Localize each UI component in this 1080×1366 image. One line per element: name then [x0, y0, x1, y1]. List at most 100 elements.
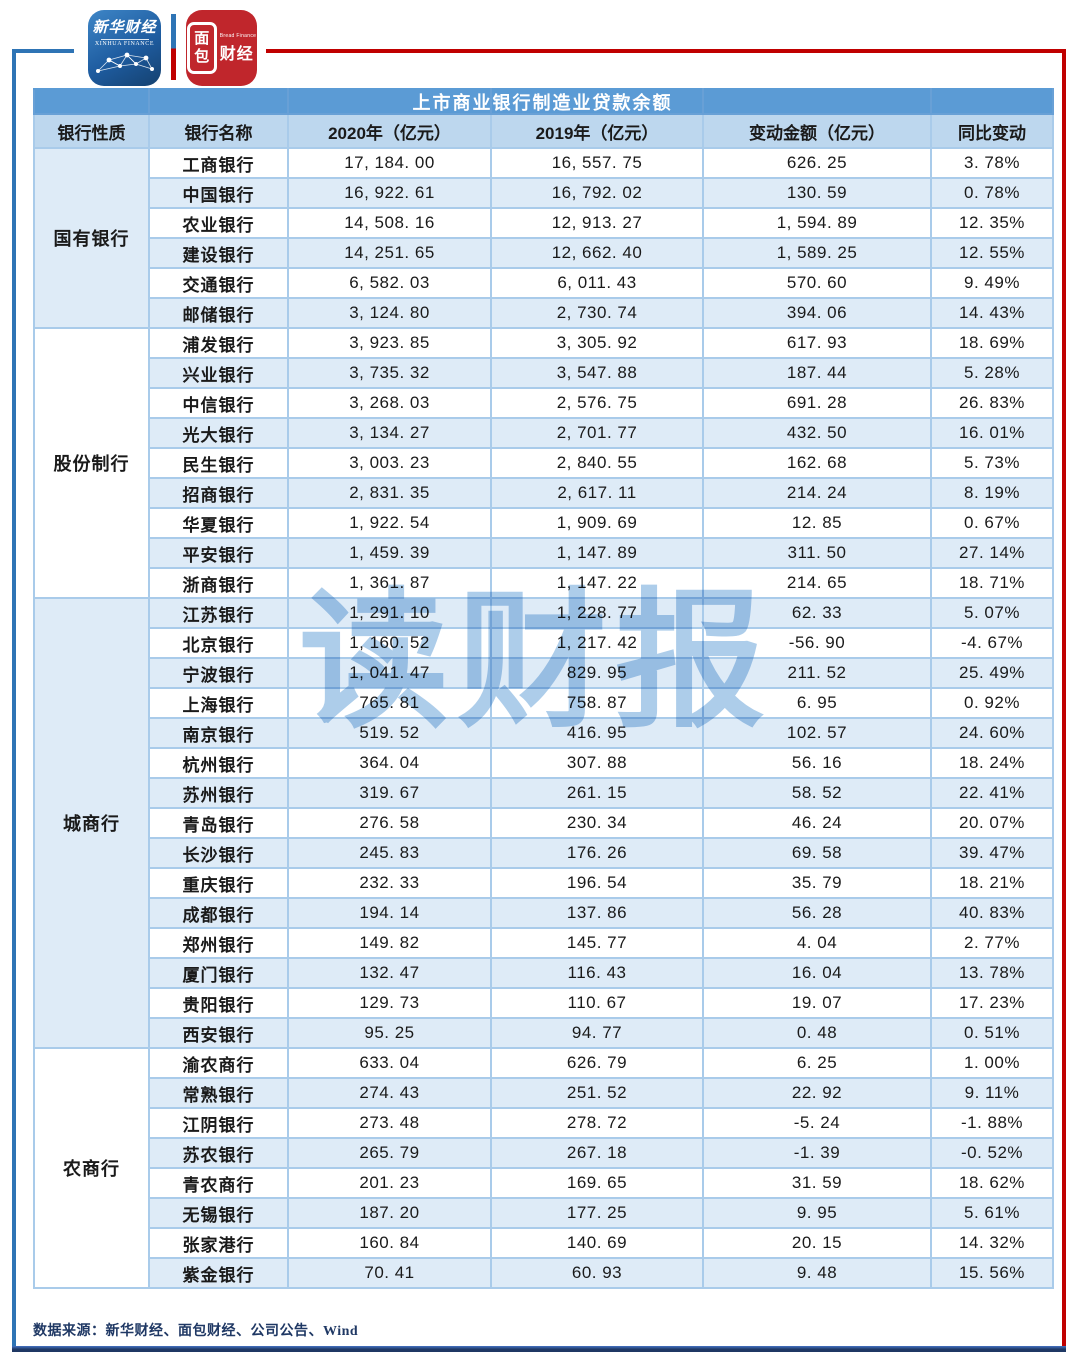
cell-change-amount: 1, 594. 89	[702, 207, 932, 239]
group-cell: 城商行	[33, 597, 150, 1049]
cell-change-amount: 617. 93	[702, 327, 932, 359]
cell-bank-name: 平安银行	[148, 537, 289, 569]
cell-yoy-change: 18. 69%	[930, 327, 1054, 359]
cell-change-amount: 35. 79	[702, 867, 932, 899]
table-row: 江阴银行 273. 48 278. 72 -5. 24 -1. 88%	[34, 1107, 1054, 1139]
cell-change-amount: 46. 24	[702, 807, 932, 839]
cell-change-amount: 214. 24	[702, 477, 932, 509]
bread-logo-box-bottom: 包	[194, 48, 210, 65]
source-note: 数据来源：新华财经、面包财经、公司公告、Wind	[33, 1324, 359, 1339]
table-row: 邮储银行 3, 124. 80 2, 730. 74 394. 06 14. 43%	[34, 297, 1054, 329]
table-row: 城商行 江苏银行 1, 291. 10 1, 228. 77 62. 33 5. 07%	[33, 597, 1054, 1049]
cell-2020: 132. 47	[287, 957, 492, 989]
title-bar-cell	[930, 88, 1054, 115]
cell-change-amount: 214. 65	[702, 567, 932, 599]
cell-bank-name: 宁波银行	[148, 657, 289, 689]
frame-top-red-segment	[266, 49, 1062, 53]
cell-bank-name: 中国银行	[148, 177, 289, 209]
cell-yoy-change: 18. 24%	[930, 747, 1054, 779]
table-row: 浙商银行 1, 361. 87 1, 147. 22 214. 65 18. 71%	[34, 567, 1054, 599]
cell-2020: 274. 43	[287, 1077, 492, 1109]
cell-2019: 176. 26	[490, 837, 704, 869]
cell-2020: 245. 83	[287, 837, 492, 869]
cell-bank-name: 兴业银行	[148, 357, 289, 389]
cell-2020: 3, 923. 85	[287, 327, 492, 359]
cell-2019: 230. 34	[490, 807, 704, 839]
table-row: 成都银行 194. 14 137. 86 56. 28 40. 83%	[34, 897, 1054, 929]
cell-yoy-change: 8. 19%	[930, 477, 1054, 509]
group-cell: 股份制行	[33, 327, 150, 599]
table-row: 长沙银行 245. 83 176. 26 69. 58 39. 47%	[34, 837, 1054, 869]
cell-bank-name: 郑州银行	[148, 927, 289, 959]
cell-bank-name: 苏农银行	[148, 1137, 289, 1169]
cell-yoy-change: 16. 01%	[930, 417, 1054, 449]
cell-yoy-change: 3. 78%	[930, 147, 1054, 179]
cell-2019: 1, 147. 89	[490, 537, 704, 569]
table-row: 苏农银行 265. 79 267. 18 -1. 39 -0. 52%	[34, 1137, 1054, 1169]
cell-yoy-change: 0. 78%	[930, 177, 1054, 209]
table-row: 南京银行 519. 52 416. 95 102. 57 24. 60%	[34, 717, 1054, 749]
table-row: 光大银行 3, 134. 27 2, 701. 77 432. 50 16. 01%	[34, 417, 1054, 449]
cell-2019: 110. 67	[490, 987, 704, 1019]
cell-2019: 116. 43	[490, 957, 704, 989]
cell-2020: 1, 041. 47	[287, 657, 492, 689]
bread-finance-logo: 面 包 Bread Finance 财经	[186, 10, 257, 86]
cell-bank-name: 张家港行	[148, 1227, 289, 1259]
cell-change-amount: 691. 28	[702, 387, 932, 419]
cell-change-amount: 626. 25	[702, 147, 932, 179]
cell-change-amount: 58. 52	[702, 777, 932, 809]
cell-yoy-change: 26. 83%	[930, 387, 1054, 419]
cell-change-amount: 162. 68	[702, 447, 932, 479]
cell-2020: 70. 41	[287, 1257, 492, 1289]
cell-change-amount: 6. 95	[702, 687, 932, 719]
cell-bank-name: 交通银行	[148, 267, 289, 299]
cell-bank-name: 江苏银行	[148, 597, 289, 629]
cell-yoy-change: 9. 11%	[930, 1077, 1054, 1109]
cell-yoy-change: -0. 52%	[930, 1137, 1054, 1169]
cell-change-amount: -1. 39	[702, 1137, 932, 1169]
cell-2019: 267. 18	[490, 1137, 704, 1169]
bread-logo-box: 面 包	[186, 22, 217, 74]
cell-yoy-change: 12. 55%	[930, 237, 1054, 269]
xinhua-logo-divider-line	[100, 38, 149, 40]
cell-yoy-change: 0. 92%	[930, 687, 1054, 719]
cell-bank-name: 贵阳银行	[148, 987, 289, 1019]
table-row: 紫金银行 70. 41 60. 93 9. 48 15. 56%	[34, 1257, 1054, 1289]
cell-yoy-change: 0. 67%	[930, 507, 1054, 539]
cell-change-amount: 211. 52	[702, 657, 932, 689]
cell-change-amount: 311. 50	[702, 537, 932, 569]
table-row: 宁波银行 1, 041. 47 829. 95 211. 52 25. 49%	[34, 657, 1054, 689]
cell-bank-name: 杭州银行	[148, 747, 289, 779]
bread-logo-box-top: 面	[194, 30, 210, 47]
cell-bank-name: 邮储银行	[148, 297, 289, 329]
cell-bank-name: 南京银行	[148, 717, 289, 749]
cell-2019: 2, 840. 55	[490, 447, 704, 479]
cell-bank-name: 青岛银行	[148, 807, 289, 839]
cell-2019: 261. 15	[490, 777, 704, 809]
cell-bank-name: 中信银行	[148, 387, 289, 419]
cell-2019: 251. 52	[490, 1077, 704, 1109]
cell-2020: 3, 134. 27	[287, 417, 492, 449]
cell-2020: 17, 184. 00	[287, 147, 492, 179]
cell-2020: 273. 48	[287, 1107, 492, 1139]
cell-change-amount: 1, 589. 25	[702, 237, 932, 269]
cell-2019: 626. 79	[490, 1047, 704, 1079]
table-row: 常熟银行 274. 43 251. 52 22. 92 9. 11%	[34, 1077, 1054, 1109]
frame-bottom-border	[12, 1346, 1066, 1352]
cell-bank-name: 苏州银行	[148, 777, 289, 809]
cell-bank-name: 民生银行	[148, 447, 289, 479]
table-row: 平安银行 1, 459. 39 1, 147. 89 311. 50 27. 14%	[34, 537, 1054, 569]
cell-2020: 2, 831. 35	[287, 477, 492, 509]
cell-2019: 12, 913. 27	[490, 207, 704, 239]
table-row: 农业银行 14, 508. 16 12, 913. 27 1, 594. 89 12. …	[34, 207, 1054, 239]
cell-yoy-change: 1. 00%	[930, 1047, 1054, 1079]
frame-top-blue-segment	[12, 49, 74, 53]
table-row: 华夏银行 1, 922. 54 1, 909. 69 12. 85 0. 67%	[34, 507, 1054, 539]
table-row: 杭州银行 364. 04 307. 88 56. 16 18. 24%	[34, 747, 1054, 779]
cell-2020: 14, 508. 16	[287, 207, 492, 239]
cell-2019: 3, 547. 88	[490, 357, 704, 389]
table-row: 无锡银行 187. 20 177. 25 9. 95 5. 61%	[34, 1197, 1054, 1229]
cell-yoy-change: 18. 21%	[930, 867, 1054, 899]
table-row: 兴业银行 3, 735. 32 3, 547. 88 187. 44 5. 28%	[34, 357, 1054, 389]
table-row: 农商行 渝农商行 633. 04 626. 79 6. 25 1. 00%	[33, 1047, 1054, 1289]
